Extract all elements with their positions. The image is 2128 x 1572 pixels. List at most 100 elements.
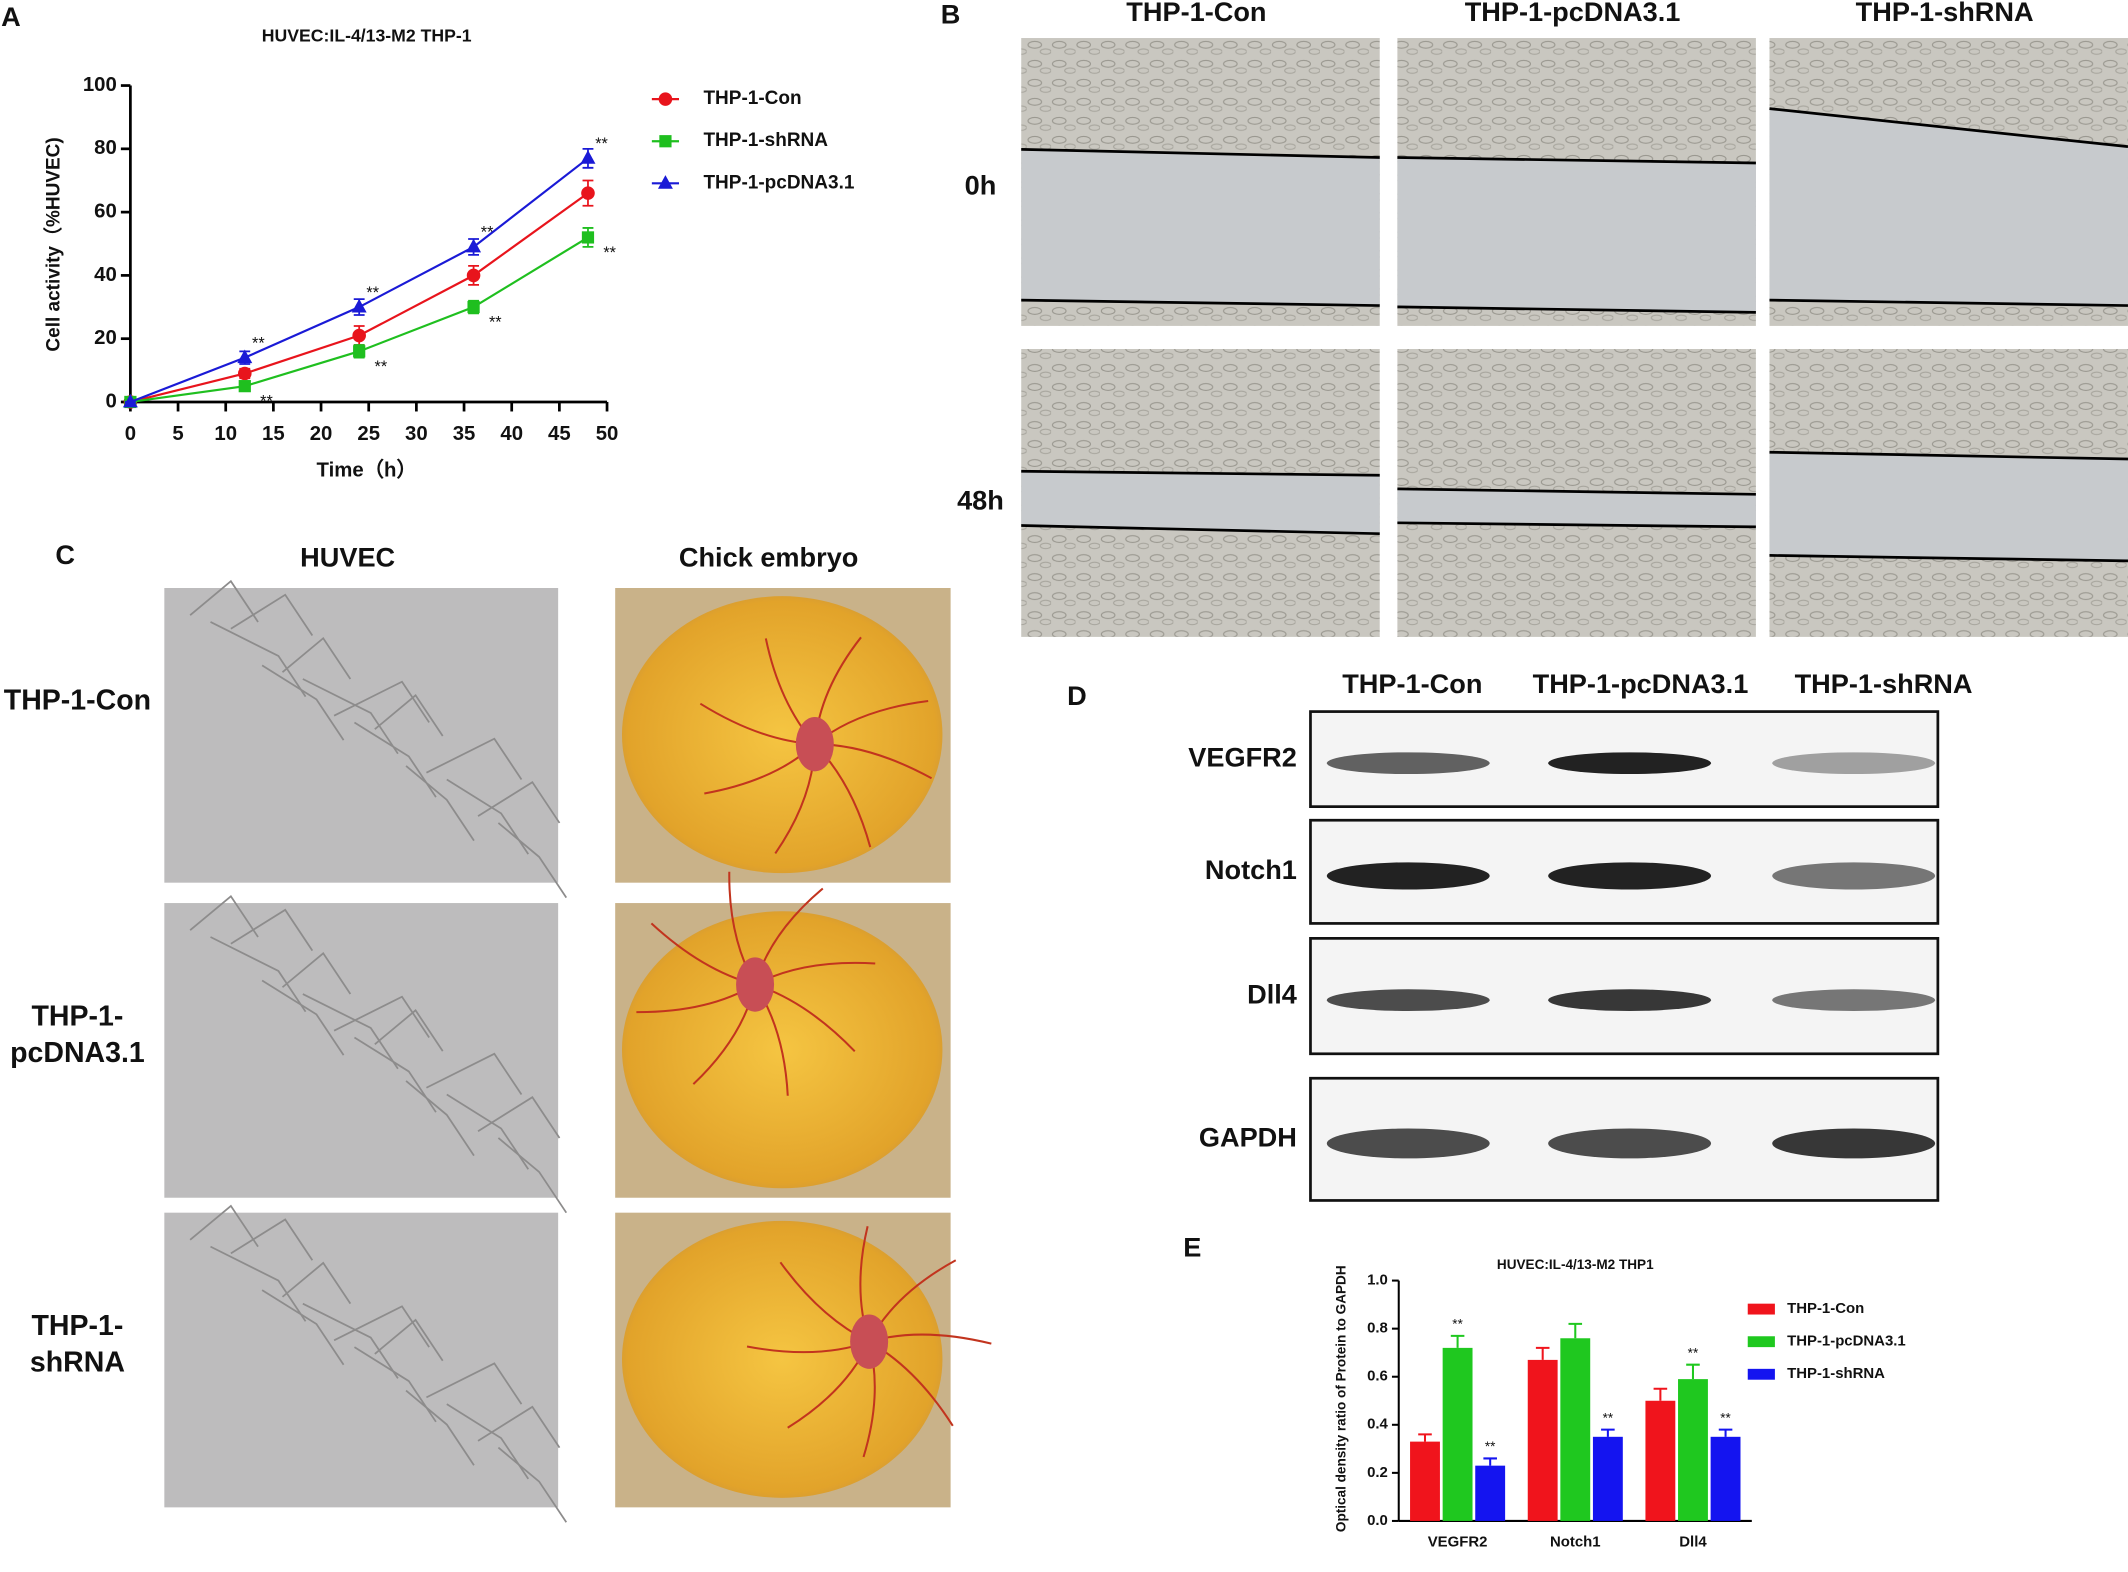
bar: [1527, 1359, 1558, 1521]
wound-area: [1397, 488, 1756, 527]
row-label: GAPDH: [1199, 1122, 1297, 1153]
significance: **: [375, 358, 388, 376]
significance: **: [603, 244, 616, 262]
significance: **: [1720, 1410, 1731, 1425]
cell-network: [477, 1096, 561, 1139]
marker: [237, 349, 253, 364]
legend-label: THP-1-shRNA: [703, 130, 828, 151]
protein-band: [1326, 752, 1490, 775]
cell-network: [230, 1218, 314, 1261]
x-tick-label: 45: [548, 423, 571, 445]
protein-band: [1326, 862, 1490, 890]
x-axis-label: Time（h）: [317, 459, 417, 482]
x-tick-label: 25: [357, 423, 380, 445]
bar: [1678, 1379, 1708, 1521]
marker: [353, 345, 366, 358]
cell-network: [477, 780, 561, 824]
wound-edge: [1021, 298, 1380, 307]
y-tick-label: 40: [94, 264, 117, 286]
y-tick-label: 60: [94, 200, 117, 222]
column-header: HUVEC: [300, 542, 395, 573]
cell-network: [497, 822, 568, 899]
micrograph: [164, 588, 559, 883]
y-tick-label: 0.0: [1367, 1512, 1388, 1529]
marker: [238, 380, 251, 393]
significance: **: [489, 314, 502, 332]
yolk: [621, 596, 943, 874]
cell-network: [230, 908, 314, 952]
cell-network: [374, 1318, 444, 1362]
wound-edge: [1397, 156, 1756, 165]
cell-network: [189, 894, 259, 938]
x-tick-label: 10: [214, 423, 237, 445]
row-label: Dll4: [1247, 978, 1297, 1009]
panel-label: C: [55, 539, 75, 570]
cell-network: [281, 951, 352, 995]
bar: [1710, 1436, 1741, 1521]
cell-network: [261, 664, 345, 741]
wound-edge: [1021, 148, 1380, 159]
panel-label: E: [1183, 1232, 1201, 1263]
cell-network: [210, 1245, 307, 1322]
protein-band: [1772, 862, 1936, 890]
cell-network: [497, 1446, 568, 1523]
legend-label: THP-1-pcDNA3.1: [1787, 1333, 1906, 1350]
row-label: pcDNA3.1: [10, 1037, 145, 1069]
cell-network: [353, 721, 437, 798]
protein-band: [1772, 1128, 1936, 1159]
column-header: THP-1-Con: [1342, 668, 1482, 699]
cell-network: [210, 936, 307, 1013]
protein-band: [1772, 989, 1936, 1012]
significance: **: [252, 334, 265, 352]
error-bar: [1535, 1346, 1550, 1360]
significance: **: [595, 135, 608, 153]
wound-edge: [1021, 524, 1380, 536]
x-tick-label: 30: [405, 423, 428, 445]
marker: [237, 366, 252, 381]
error-bar: [1483, 1457, 1497, 1466]
y-tick-label: 1.0: [1367, 1272, 1388, 1289]
column-header: THP-1-shRNA: [1856, 0, 2034, 27]
cell-network: [405, 1080, 475, 1157]
embryo: [795, 717, 834, 772]
cell-network: [210, 621, 307, 698]
x-tick-label: 35: [453, 423, 476, 445]
y-tick-label: 0: [105, 390, 116, 412]
cell-network: [261, 1289, 345, 1366]
column-header: THP-1-pcDNA3.1: [1533, 668, 1749, 699]
cell-network: [353, 1036, 437, 1113]
panel-label: B: [941, 0, 961, 29]
panel-label: D: [1067, 680, 1087, 711]
row-label: shRNA: [30, 1347, 125, 1379]
significance: **: [1688, 1345, 1699, 1360]
cell-network: [333, 680, 430, 723]
bar: [1645, 1400, 1676, 1521]
wound-edge: [1397, 305, 1756, 314]
y-tick-label: 0.2: [1367, 1464, 1388, 1481]
legend-swatch: [1747, 1368, 1775, 1380]
error-bar: [1418, 1433, 1432, 1442]
cell-network: [281, 1261, 352, 1305]
y-axis-label: Optical density ratio of Protein to GAPD…: [1333, 1265, 1348, 1532]
x-tick-label: Dll4: [1679, 1534, 1707, 1551]
row-label: 48h: [957, 485, 1004, 516]
column-header: THP-1-Con: [1126, 0, 1266, 27]
row-label: THP-1-: [32, 1000, 124, 1032]
column-header: THP-1-shRNA: [1795, 668, 1973, 699]
significance: **: [1452, 1317, 1463, 1332]
protein-band: [1548, 862, 1712, 890]
cell-network: [302, 1302, 399, 1379]
cell-network: [261, 979, 345, 1056]
error-bar: [1450, 1334, 1465, 1348]
wound-edge: [1397, 521, 1756, 529]
x-tick-label: 40: [500, 423, 523, 445]
bar: [1560, 1338, 1591, 1521]
cell-network: [302, 678, 399, 755]
cell-network: [446, 778, 530, 855]
cell-network: [189, 1204, 259, 1248]
wound-edge: [1769, 554, 2128, 563]
chart-title: HUVEC:IL-4/13-M2 THP-1: [262, 25, 472, 45]
error-bar: [1718, 1428, 1733, 1437]
